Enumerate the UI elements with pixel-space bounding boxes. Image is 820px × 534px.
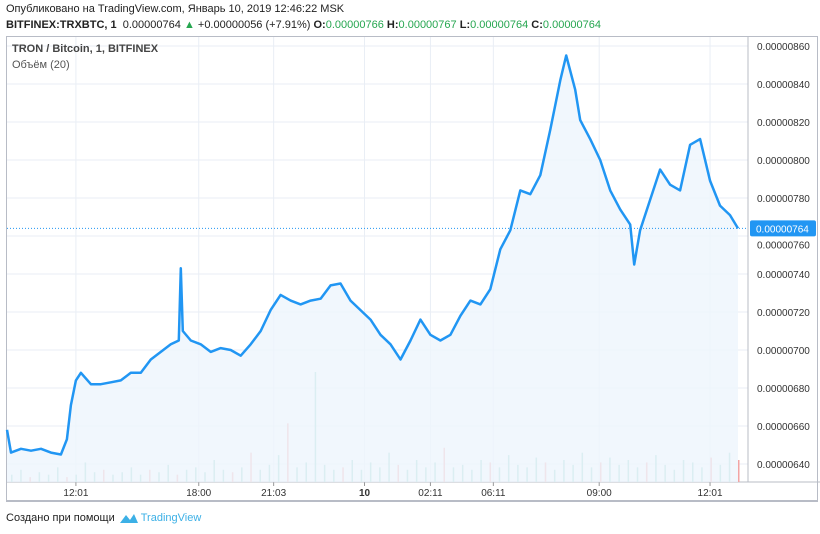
up-arrow-icon: ▲ xyxy=(183,19,195,31)
y-tick-label: 0.00000640 xyxy=(757,460,810,471)
footer: Создано при помощи TradingView xyxy=(6,512,201,524)
symbol-info: BITFINEX:TRXBTC, 1 0.00000764 ▲ +0.00000… xyxy=(6,19,601,32)
y-tick-label: 0.00000800 xyxy=(757,156,810,167)
x-tick-label: 21:03 xyxy=(261,488,286,499)
current-price-label: 0.00000764 xyxy=(756,224,809,235)
high-label: H: xyxy=(386,19,399,31)
published-caption: Опубликовано на TradingView.com, Январь … xyxy=(6,3,345,15)
x-tick-label: 12:01 xyxy=(698,488,723,499)
price-area xyxy=(7,55,739,482)
current-price-tag xyxy=(750,220,816,237)
tradingview-link[interactable]: TradingView xyxy=(119,512,202,524)
y-tick-label: 0.00000680 xyxy=(757,384,810,395)
y-tick-label: 0.00000780 xyxy=(757,194,810,205)
open-value: 0.00000766 xyxy=(325,19,384,31)
y-tick-label: 0.00000740 xyxy=(757,270,810,281)
x-tick-label: 06:11 xyxy=(481,488,506,499)
close-label: C: xyxy=(531,19,543,31)
y-tick-label: 0.00000720 xyxy=(757,308,810,319)
close-value: 0.00000764 xyxy=(542,19,602,31)
price-line xyxy=(5,54,740,456)
low-value: 0.00000764 xyxy=(470,19,529,31)
chart-frame[interactable] xyxy=(6,36,818,502)
tradingview-logo-icon xyxy=(119,514,138,523)
high-value: 0.00000767 xyxy=(398,19,457,31)
footer-text: Создано при помощи xyxy=(6,512,115,524)
x-tick-label: 10 xyxy=(359,488,371,499)
chart-legend-title: TRON / Bitcoin, 1, BITFINEX xyxy=(12,43,159,55)
x-tick-label: 12:01 xyxy=(63,488,88,499)
symbol: BITFINEX:TRXBTC, 1 xyxy=(6,19,117,31)
y-tick-label: 0.00000760 xyxy=(757,240,810,251)
y-tick-label: 0.00000820 xyxy=(757,118,810,129)
last-price: 0.00000764 xyxy=(122,19,181,31)
open-label: O: xyxy=(313,19,326,31)
tradingview-brand: TradingView xyxy=(140,512,202,524)
price-change: +0.00000056 (+7.91%) xyxy=(197,19,311,31)
x-tick-label: 02:11 xyxy=(418,488,443,499)
x-tick-label: 09:00 xyxy=(587,488,612,499)
y-tick-label: 0.00000840 xyxy=(757,80,810,91)
x-tick-label: 18:00 xyxy=(186,488,211,499)
y-tick-label: 0.00000700 xyxy=(757,346,810,357)
y-tick-label: 0.00000860 xyxy=(757,42,810,53)
y-tick-label: 0.00000660 xyxy=(757,422,810,433)
volume-legend: Объём (20) xyxy=(12,59,70,71)
volume-bar xyxy=(738,460,740,482)
low-label: L: xyxy=(459,19,471,31)
